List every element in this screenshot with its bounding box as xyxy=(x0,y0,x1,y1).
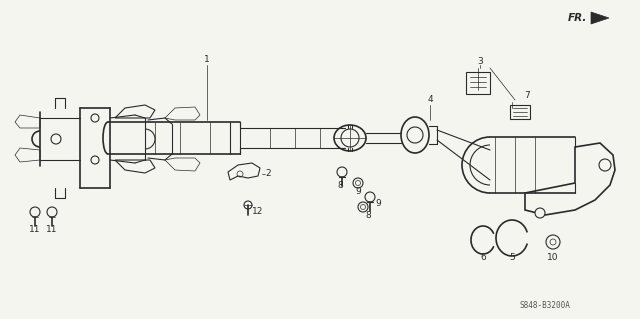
Text: 12: 12 xyxy=(252,207,264,217)
Polygon shape xyxy=(525,143,615,215)
Circle shape xyxy=(51,134,61,144)
Polygon shape xyxy=(165,107,200,120)
Polygon shape xyxy=(165,158,200,171)
Polygon shape xyxy=(228,163,260,180)
Polygon shape xyxy=(15,148,40,162)
Text: 8: 8 xyxy=(365,211,371,219)
Text: 9: 9 xyxy=(375,199,381,209)
Text: S848-B3200A: S848-B3200A xyxy=(520,300,570,309)
Polygon shape xyxy=(591,12,609,24)
Text: 6: 6 xyxy=(480,254,486,263)
Text: FR.: FR. xyxy=(568,13,587,23)
Text: 11: 11 xyxy=(29,226,41,234)
Text: 5: 5 xyxy=(509,254,515,263)
Text: 11: 11 xyxy=(46,226,58,234)
Text: 7: 7 xyxy=(524,92,530,100)
Text: 4: 4 xyxy=(427,95,433,105)
Text: 9: 9 xyxy=(355,188,361,197)
Text: 3: 3 xyxy=(477,57,483,66)
Text: 2: 2 xyxy=(265,169,271,179)
Text: 10: 10 xyxy=(547,253,559,262)
Polygon shape xyxy=(15,115,40,128)
Circle shape xyxy=(30,207,40,217)
Text: 8: 8 xyxy=(337,181,343,189)
Polygon shape xyxy=(115,105,155,118)
Circle shape xyxy=(244,201,252,209)
Circle shape xyxy=(47,207,57,217)
Text: 1: 1 xyxy=(204,56,210,64)
Polygon shape xyxy=(115,160,155,173)
Circle shape xyxy=(546,235,560,249)
Circle shape xyxy=(535,208,545,218)
Circle shape xyxy=(91,114,99,122)
Circle shape xyxy=(91,156,99,164)
Circle shape xyxy=(599,159,611,171)
FancyBboxPatch shape xyxy=(510,105,530,119)
FancyBboxPatch shape xyxy=(466,72,490,94)
